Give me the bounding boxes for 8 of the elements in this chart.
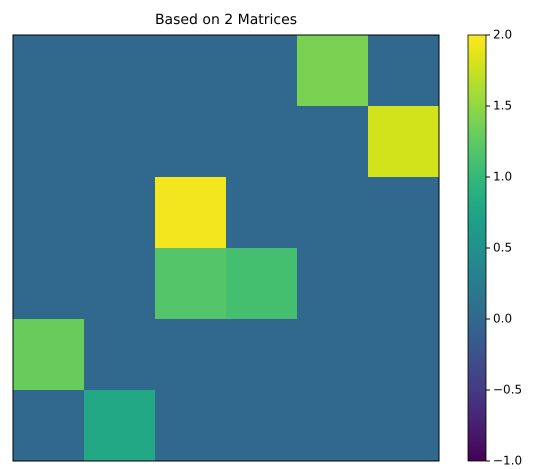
color-bar-label: 0.5 bbox=[493, 240, 512, 254]
color-bar-label: 2.0 bbox=[493, 27, 512, 42]
color-bar-label: 1.5 bbox=[493, 98, 512, 112]
color-bar-label: −1.0 bbox=[493, 453, 522, 468]
color-bar-label: −0.5 bbox=[493, 382, 522, 396]
chart-title: Based on 2 Matrices bbox=[154, 12, 298, 28]
color-bar-label: 1.0 bbox=[493, 169, 512, 184]
color-bar-label: 0.0 bbox=[493, 311, 512, 326]
